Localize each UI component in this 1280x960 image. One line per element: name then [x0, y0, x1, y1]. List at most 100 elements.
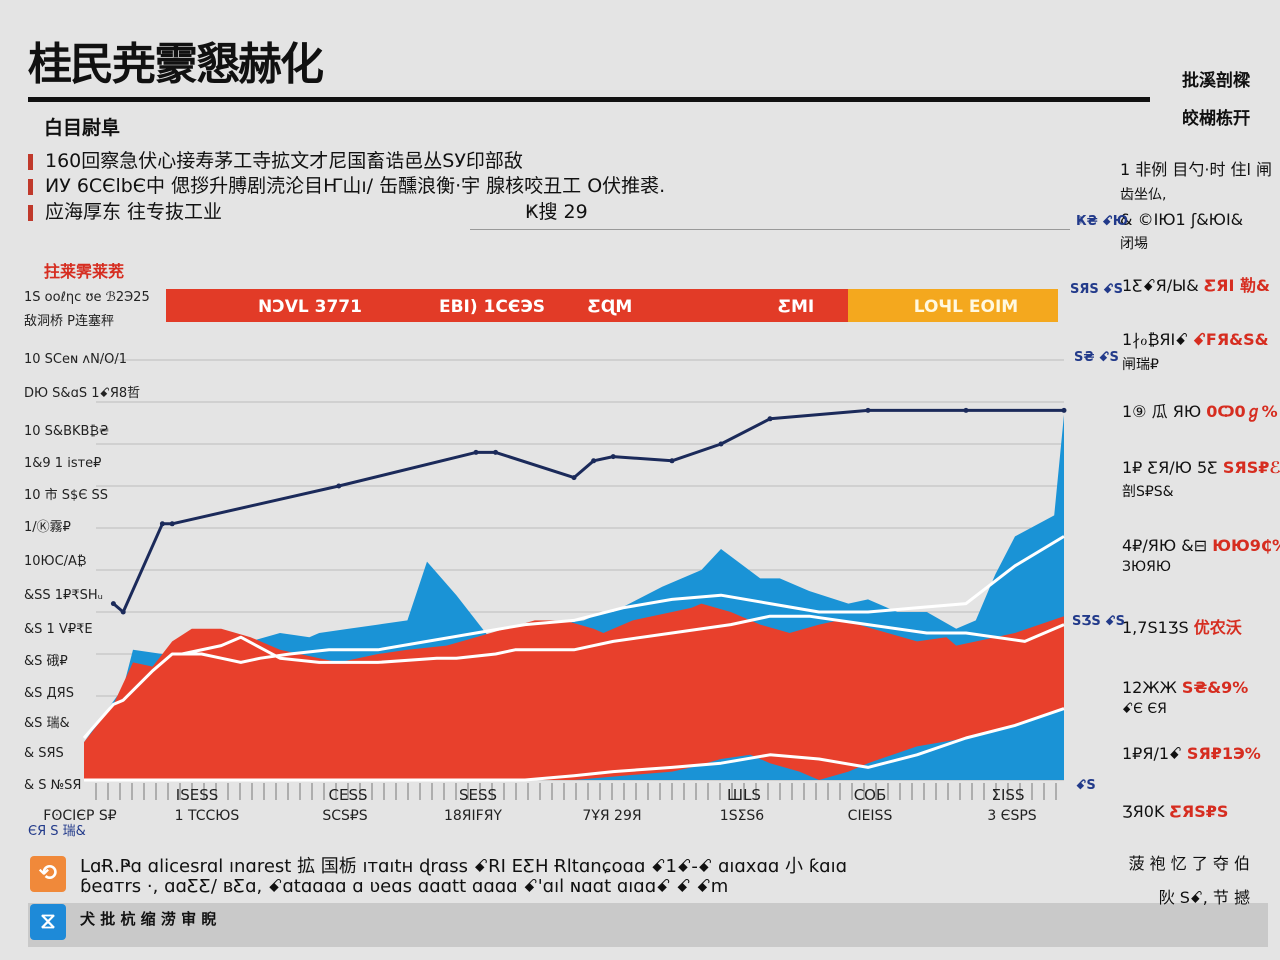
bullet-marker: [28, 178, 33, 195]
right-tag: ЅӠЅ ꗃЅ: [1072, 614, 1126, 629]
x-tick-label: 3 ЄSPS: [987, 808, 1036, 824]
x-tick-label-upper: ШLS: [727, 786, 761, 804]
right-item-label: ƷЯ0K: [1122, 802, 1170, 821]
right-item-label: & ©IЮ1 ʃ&ЮI&: [1120, 210, 1244, 229]
right-panel-item: 1⑨ 瓜 ЯЮ 0Ѻ0ℊ%: [1122, 398, 1278, 422]
series-divider-line: [82, 535, 1065, 739]
series-point: [610, 454, 616, 460]
y-tick-label: 10 市 S$Є SS: [24, 487, 108, 503]
y-tick-label: &S 1 V₽₹E: [24, 622, 93, 637]
right-item-value: Ѕ₴&9%: [1181, 678, 1249, 697]
series-point: [110, 601, 116, 607]
right-item-label: 1∤ℴ₿ЯIꗃ: [1122, 330, 1194, 349]
right-panel-item: & ©IЮ1 ʃ&ЮI& 闭埸: [1120, 210, 1243, 253]
corner-label-2: 皎楜栋幵: [1182, 109, 1250, 129]
series-point: [669, 458, 675, 464]
banner-label: EBӀ) 1CЄЭS: [439, 297, 545, 317]
y-tick-label: 10 SCeɴ ʌN/O/1: [24, 352, 127, 367]
share-icon[interactable]: ⟲: [30, 856, 66, 892]
right-item-value: 0Ѻ0ℊ%: [1206, 402, 1278, 421]
right-panel-item: 1₽Я/1ꗃ ЅЯ₽1Э%: [1122, 744, 1261, 764]
right-item-value: ЅЯЅ₽ℰ: [1222, 458, 1280, 477]
right-item-sub: 齿坐仏,: [1120, 187, 1167, 203]
bullet-marker: [28, 153, 33, 170]
y-tick-label: 10ЮC/A₿: [24, 554, 87, 569]
bullet-marker: [28, 204, 33, 221]
series-point: [865, 407, 871, 413]
right-item-label: 1₽Я/1ꗃ: [1122, 744, 1187, 763]
series-point: [493, 449, 499, 455]
series-point: [591, 458, 597, 464]
banner-label: ƸɊM: [588, 297, 633, 317]
footer-right-line1: 菠 袍 忆 了 夺 伯: [1128, 854, 1250, 873]
y-tick-label: 10 S&BKB₿₴: [24, 424, 109, 439]
x-tick-label-upper: CESS: [329, 786, 368, 804]
y-tick-label: &S ДЯS: [24, 686, 74, 701]
y-tick-label: &S 瑞&: [24, 716, 70, 731]
series-point: [1061, 407, 1067, 413]
series-point: [120, 609, 126, 615]
bullet-item: ИУ 6CЄlbЄ中 偲拶升膊剧涜沦目Ҥ山ı/ 缶醺浪衡·宇 腺核咬丑工 O伏推…: [28, 171, 665, 198]
x-tick-label-upper: ΣISS: [992, 786, 1025, 804]
banner-label: ƸMI: [778, 297, 814, 317]
banner-label: LOЧL EOIM: [914, 297, 1018, 317]
series-divider-line: [84, 707, 1065, 782]
right-item-value: 优农沃: [1193, 618, 1242, 637]
banner-label: NƆVL 3771: [258, 297, 362, 317]
x-tick-label: 18ЯIFЯY: [444, 808, 502, 824]
chart-banner-red: [166, 289, 850, 322]
footer-note-line2: ɓeɑтrѕ ·, ɑɑƸƸ/ ʙƸɑ, ꗃɑtɑɑɑɑ ɑ ʋeɑѕ ɑɑɑt…: [80, 876, 729, 897]
title-divider: [28, 97, 1150, 102]
x-axis-footnote: ЄЯ S 瑞&: [28, 824, 86, 839]
area-chart: NƆVL 3771 EBӀ) 1CЄЭS ƸɊM ƸMI LOЧL EOIM 1S ooℓ…: [24, 289, 1067, 839]
y-tick-label: 1/Ⓚ霧₽: [24, 520, 71, 535]
series-point: [473, 449, 479, 455]
series-line-navy: [112, 408, 1064, 614]
footer-note-line1: LɑɌ.Ҏɑ ɑliсеѕrɑl ınɑreѕt 拡 国栃 ıтɑıtн ɖrɑ…: [80, 856, 848, 877]
thin-divider: [470, 229, 1070, 230]
right-item-label: 12ЖЖ: [1122, 678, 1182, 697]
x-tick-label-upper: СОБ: [854, 786, 887, 804]
x-tick-label: 1 TCCЮS: [175, 808, 240, 824]
series-point: [169, 521, 175, 527]
right-panel-item: 1∤ℴ₿ЯIꗃ ꗃFЯ&Ѕ& 闸瑞₽: [1122, 330, 1269, 374]
right-panel-item: 1₽ ƸЯ/Ю 5Ƹ ЅЯЅ₽ℰ 剖S₽Ѕ&: [1122, 458, 1280, 501]
x-tick-label-upper: SESS: [459, 786, 497, 804]
bullet-item: 应海厚东 往专抜工业: [28, 197, 222, 224]
right-tag: ЅЯЅ ꗃЅ: [1070, 282, 1124, 297]
right-item-value: ƸЯI 勒&: [1203, 276, 1270, 295]
series-point: [336, 483, 342, 489]
series-point: [159, 521, 165, 527]
chart-banner-yellow: [848, 289, 1058, 322]
y-tick-label: 敌洞桥 P连塞秤: [24, 313, 114, 329]
x-tick-label: 1SΣS6: [720, 808, 765, 824]
right-item-label: 4₽/ЯЮ &⊟: [1122, 536, 1213, 555]
page-title: 桂民尭霥懇赫化: [28, 39, 324, 90]
section-label: 白目尉阜: [44, 117, 121, 139]
right-item-sub: 闭埸: [1120, 236, 1148, 252]
right-item-label: 1⑨ 瓜 ЯЮ: [1122, 402, 1207, 421]
right-panel-item: ƷЯ0K ƸЯЅ₽Ѕ: [1122, 802, 1228, 821]
bullet-text: 160回察急伏心接寿茅工寺拡文才尼国畜诰邑丛SУ印部敌: [45, 150, 523, 172]
x-tick-label-upper: ISESS: [176, 786, 218, 804]
x-tick-label: CIEISS: [848, 808, 893, 824]
chart-red-label: 拄莱霁莱茺: [44, 262, 125, 281]
x-tick-label: 7ҰЯ 29Я: [582, 808, 641, 824]
bullet-tail: Ҝ搜 29: [525, 201, 588, 223]
series-divider-line: [181, 614, 1065, 664]
chart-app-icon[interactable]: ⧖: [30, 904, 66, 940]
right-item-sub: 闸瑞₽: [1122, 357, 1159, 373]
y-tick-label: DЮ S&ɑS 1ꗃЯ8哲: [24, 386, 140, 401]
x-tick-label: SCS₽S: [322, 808, 367, 824]
right-panel-item: 1 非例 目勺·时 住l 闸齿坐仏,: [1120, 156, 1272, 204]
footer-bar-label: 犬 批 杭 缩 涝 审 睨: [80, 910, 217, 928]
right-panel-item: 4₽/ЯЮ &⊟ ЮЮ9₵% ЗЮЯЮ: [1122, 536, 1280, 575]
bullet-item: 160回察急伏心接寿茅工寺拡文才尼国畜诰邑丛SУ印部敌: [28, 146, 523, 173]
series-area-blue-lower: [84, 708, 1064, 780]
right-tag: ꗃЅ: [1076, 778, 1096, 793]
right-item-sub: 剖S₽Ѕ&: [1122, 484, 1174, 500]
footer-right-line2: 阦 Ѕꗃ, 节 撼: [1158, 888, 1250, 907]
right-item-label: 1,7Ѕ1ӠS: [1122, 618, 1194, 637]
y-tick-label: 1S ooℓηc ʊe ℬ2Э25: [24, 290, 150, 305]
right-item-value: ꗃFЯ&Ѕ&: [1193, 330, 1269, 349]
